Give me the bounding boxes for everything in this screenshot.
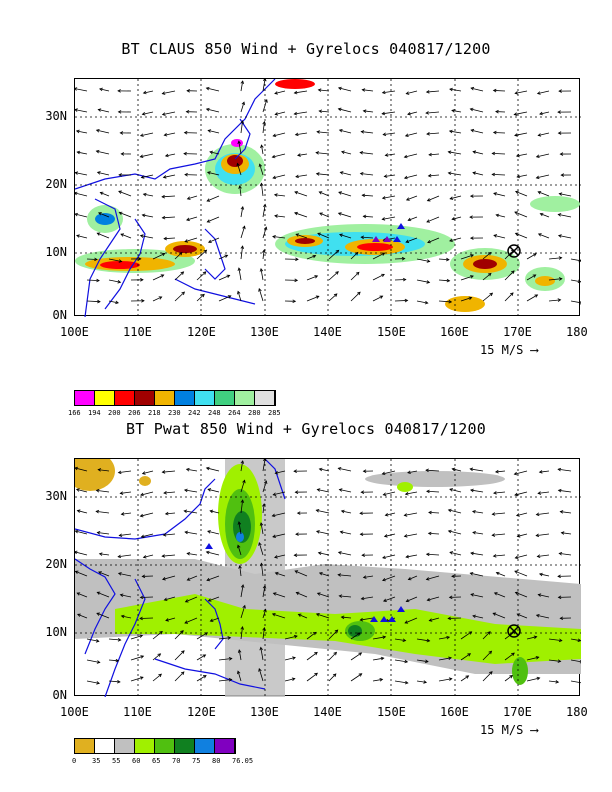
colorbar-label: 70 xyxy=(172,757,181,765)
colorbar-label: 0 xyxy=(72,757,77,765)
panel1-ylabel: 10N xyxy=(45,245,67,259)
panel1-xlabel: 160E xyxy=(440,325,469,339)
panel2-xlabel: 100E xyxy=(60,705,89,719)
colorbar-swatch xyxy=(95,739,115,753)
colorbar-label: 280 xyxy=(248,409,261,417)
colorbar-label: 264 xyxy=(228,409,241,417)
panel1-xlabel: 140E xyxy=(313,325,342,339)
colorbar-swatch xyxy=(255,391,275,405)
colorbar-label: 218 xyxy=(148,409,161,417)
panel2-xlabel: 180 xyxy=(566,705,588,719)
panel2-xlabel: 150E xyxy=(377,705,406,719)
colorbar-label: 35 xyxy=(92,757,101,765)
panel1-xlabel: 180 xyxy=(566,325,588,339)
colorbar-swatch xyxy=(195,739,215,753)
colorbar-swatch xyxy=(175,391,195,405)
panel2-xlabel: 170E xyxy=(503,705,532,719)
cloud-shading xyxy=(75,79,580,312)
gyre-markers xyxy=(205,543,521,638)
panel1-map-canvas xyxy=(75,79,581,317)
panel2-ylabel: 30N xyxy=(45,489,67,503)
scale-arrow-icon: ⟶ xyxy=(530,723,538,737)
scale-arrow-icon: ⟶ xyxy=(530,343,538,357)
panel2-map-canvas xyxy=(75,459,581,697)
panel2-xlabel: 160E xyxy=(440,705,469,719)
panel1-xlabel: 100E xyxy=(60,325,89,339)
grid-lines xyxy=(75,459,581,697)
pwat-shading xyxy=(75,459,581,697)
colorbar-swatch xyxy=(115,739,135,753)
panel2-ylabel: 10N xyxy=(45,625,67,639)
colorbar-swatch xyxy=(155,391,175,405)
panel2-xlabel: 110E xyxy=(123,705,152,719)
panel1-xlabel: 110E xyxy=(123,325,152,339)
panel2-title: BT Pwat 850 Wind + Gyrelocs 040817/1200 xyxy=(126,420,486,438)
panel1-ylabel: 0N xyxy=(52,308,67,322)
colorbar-swatch xyxy=(155,739,175,753)
coastline xyxy=(75,79,276,317)
panel1-colorbar xyxy=(74,390,276,406)
panel1-scale-label: 15 M/S xyxy=(480,343,524,357)
colorbar-swatch xyxy=(95,391,115,405)
grid-lines xyxy=(75,79,581,317)
colorbar-label: 76.05 xyxy=(232,757,254,765)
panel1-title: BT CLAUS 850 Wind + Gyrelocs 040817/1200 xyxy=(121,40,491,58)
colorbar-label: 65 xyxy=(152,757,161,765)
colorbar-swatch xyxy=(75,739,95,753)
colorbar-label: 230 xyxy=(168,409,181,417)
colorbar-swatch xyxy=(115,391,135,405)
colorbar-label: 285 xyxy=(268,409,281,417)
wind-vectors xyxy=(75,459,581,685)
panel1-xlabel: 130E xyxy=(250,325,279,339)
colorbar-label: 80 xyxy=(212,757,221,765)
colorbar-label: 248 xyxy=(208,409,221,417)
colorbar-label: 75 xyxy=(192,757,201,765)
panel2-xlabel: 120E xyxy=(187,705,216,719)
colorbar-swatch xyxy=(195,391,215,405)
colorbar-label: 194 xyxy=(88,409,101,417)
colorbar-label: 166 xyxy=(68,409,81,417)
colorbar-swatch xyxy=(215,391,235,405)
panel2-map xyxy=(74,458,581,697)
panel2-scale: 15 M/S ⟶ xyxy=(480,723,538,737)
colorbar-label: 60 xyxy=(132,757,141,765)
panel1-xlabel: 170E xyxy=(503,325,532,339)
panel1-xlabel: 150E xyxy=(377,325,406,339)
colorbar-swatch xyxy=(135,391,155,405)
panel2-ylabel: 0N xyxy=(52,688,67,702)
panel2-colorbar xyxy=(74,738,236,754)
panel1-map xyxy=(74,78,581,317)
colorbar-label: 206 xyxy=(128,409,141,417)
colorbar-swatch xyxy=(215,739,235,753)
colorbar-swatch xyxy=(135,739,155,753)
gyre-markers xyxy=(372,223,521,258)
colorbar-label: 55 xyxy=(112,757,121,765)
wind-vectors xyxy=(75,79,581,305)
panel1-xlabel: 120E xyxy=(187,325,216,339)
colorbar-label: 242 xyxy=(188,409,201,417)
colorbar-swatch xyxy=(75,391,95,405)
panel1-scale: 15 M/S ⟶ xyxy=(480,343,538,357)
panel2-scale-label: 15 M/S xyxy=(480,723,524,737)
colorbar-label: 200 xyxy=(108,409,121,417)
panel2-ylabel: 20N xyxy=(45,557,67,571)
panel2-xlabel: 130E xyxy=(250,705,279,719)
panel1-ylabel: 20N xyxy=(45,177,67,191)
panel1-ylabel: 30N xyxy=(45,109,67,123)
coastline xyxy=(75,459,286,697)
colorbar-swatch xyxy=(235,391,255,405)
panel2-xlabel: 140E xyxy=(313,705,342,719)
colorbar-swatch xyxy=(175,739,195,753)
